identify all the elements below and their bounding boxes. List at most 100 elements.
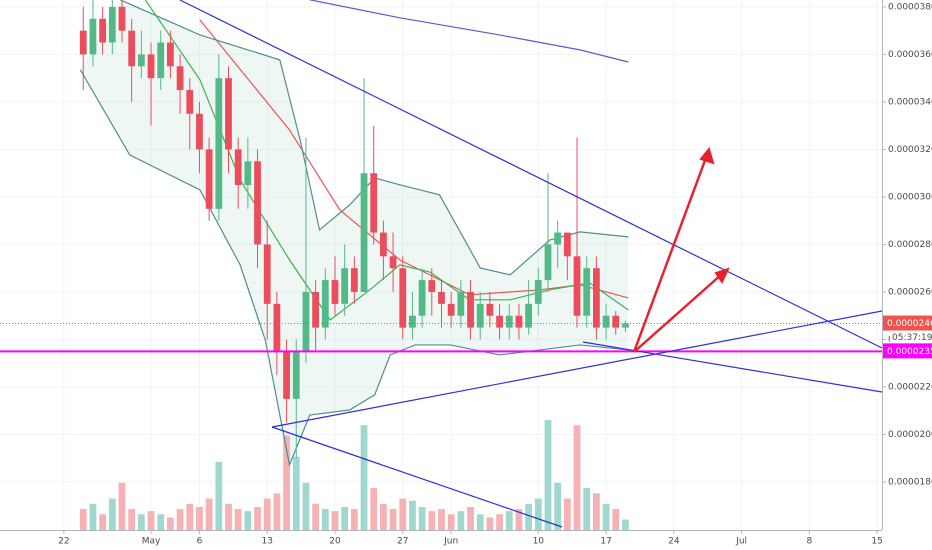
candle-body [157,42,165,79]
candle-body [583,268,591,316]
volume-bar [128,509,136,530]
arrow [633,273,723,353]
volume-bar [176,509,184,530]
volume-bar [341,506,349,530]
candle-body [457,291,465,316]
candle-body [312,291,320,328]
x-tick-label: Jul [735,537,747,547]
volume-bar [263,498,271,530]
candle-body [593,268,600,328]
y-tick-label: 0.00002200 [888,382,932,392]
y-tick-label: 0.00002000 [888,430,932,440]
plot-area [0,0,882,530]
volume-bar [467,506,474,530]
volume-bar [147,511,155,530]
volume-bar [505,511,513,530]
volume-bar [447,514,455,530]
candle-body [370,173,378,233]
volume-bar [89,503,97,530]
candle-body [496,315,503,328]
x-tick-label: 10 [533,537,545,547]
volume-bar [544,420,552,530]
candle-body [447,303,455,316]
volume-bar [583,488,591,530]
volume-bar [525,503,533,530]
trend-line [179,0,883,349]
candle-body [321,280,329,328]
volume-bar [79,509,87,530]
candle-body [476,303,484,328]
candle-body [108,6,116,43]
volume-bar [534,498,542,530]
x-tick-label: 15 [871,537,882,547]
volume-bar [167,517,174,530]
candle-body [341,268,349,304]
countdown-tag [890,330,932,344]
volume-bar [409,500,416,530]
volume-bar [302,482,310,530]
indicator-line [79,69,629,468]
volume-bar [254,506,261,530]
candle-body [273,303,281,352]
volume-bar [593,493,600,530]
candle-body [215,78,223,209]
candle-body [438,291,445,304]
candle-body [205,149,213,209]
volume-bar [554,482,562,530]
candle-body [292,351,300,399]
x-tick-label: Jun [443,537,458,547]
candle-body [254,161,261,245]
candle-body [186,90,194,114]
candle-body [79,30,87,55]
volume-bar [438,509,445,530]
countdown: 05:37:19 [892,333,932,343]
candle-body [360,173,368,292]
candle-body [554,232,562,245]
y-tick-label: 0.00002600 [888,287,932,297]
axes: 0.000018000.000020000.000022000.00002400… [58,2,932,546]
hline-tag [883,343,932,359]
volume-bar [428,511,436,530]
candle-body [612,315,620,328]
volume-bar [457,511,465,530]
volume-bar [496,514,503,530]
volume-bar [108,498,116,530]
y-tick-label: 0.00003400 [888,97,932,107]
volume-bar [612,509,620,530]
volume-bar [137,514,145,530]
candle-body [486,303,494,316]
volume-bar [360,425,368,530]
volume-bar [118,482,126,530]
candle-body [428,280,436,292]
x-tick-label: 20 [329,537,341,547]
x-tick-label: 27 [397,537,408,547]
volume-bar [157,514,165,530]
y-tick-label: 0.00003200 [888,145,932,155]
y-tick-label: 0.00003800 [888,2,932,12]
volume-bar [476,514,484,530]
volume-bar [99,514,107,530]
volume-bar [186,503,194,530]
candle-body [350,268,358,292]
volume-bar [602,503,610,530]
volume-bar [321,509,329,530]
x-tick-label: May [142,537,161,547]
candle-body [147,54,155,79]
volume-bar [486,517,494,530]
last-price-tag [883,315,932,331]
candle-body [176,66,184,91]
candle-body [399,268,407,328]
candle-body [118,6,126,31]
candle-body [128,30,136,67]
candle-body [602,315,610,328]
candle-body [89,18,97,55]
volume-bar [563,498,571,530]
candle-body [534,280,542,304]
candle-body [196,113,203,150]
volume-bar [273,493,281,530]
indicator-line [119,0,629,276]
volume-bar [283,435,290,530]
trend-line [271,426,563,528]
